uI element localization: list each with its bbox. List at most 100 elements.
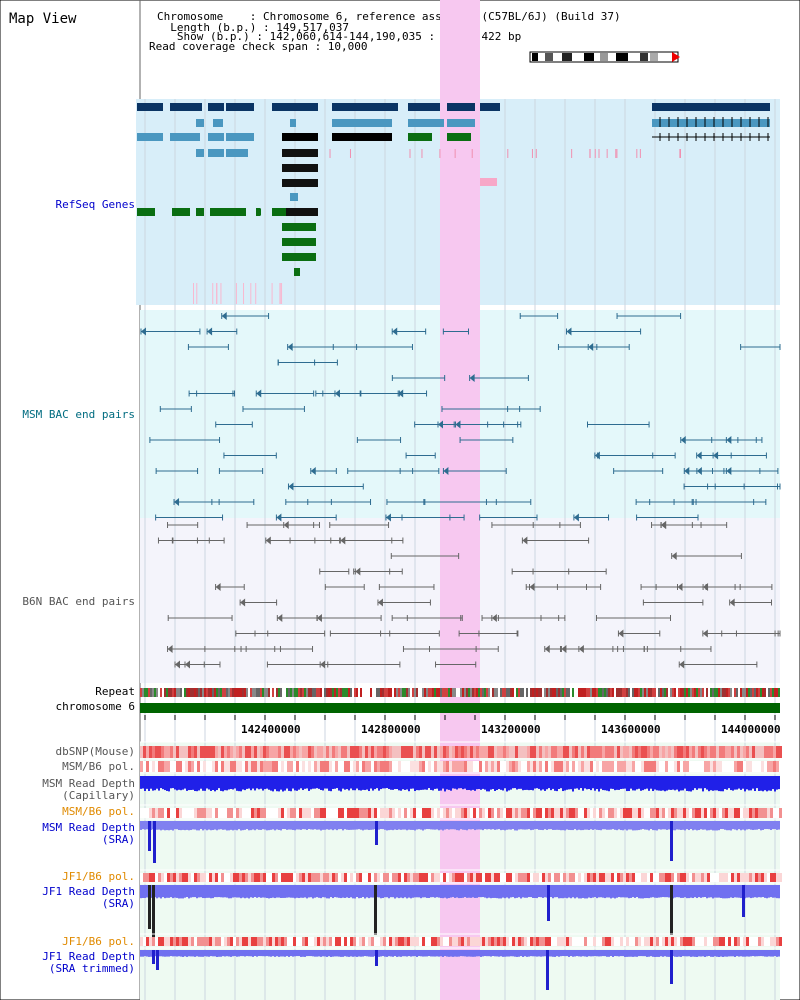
msm-cap-depth-bar xyxy=(624,776,626,789)
jf1-trim-depth-bar xyxy=(476,950,478,957)
repeat-segment xyxy=(210,688,212,697)
jf1-pol-heat-cell xyxy=(497,937,500,946)
track-label-jf1-pol-1[interactable]: JF1/B6 pol. xyxy=(62,870,135,883)
jf1-trim-depth-bar xyxy=(462,950,464,957)
jf1-pol-heat-cell xyxy=(710,937,713,946)
track-label-chromosome[interactable]: chromosome 6 xyxy=(55,700,135,713)
jf1-pol-heat-cell xyxy=(605,937,608,946)
track-label-msm-pol-2[interactable]: MSM/B6 pol. xyxy=(62,805,135,818)
jf1-pol-heat-cell xyxy=(518,873,521,882)
jf1-sra-depth-bar xyxy=(554,885,556,898)
repeat-segment xyxy=(638,688,640,697)
jf1-sra-depth-bar xyxy=(538,885,540,898)
jf1-sra-depth-bar xyxy=(208,885,210,898)
track-label-repeat[interactable]: Repeat xyxy=(95,685,135,698)
msm-sra-depth-bar xyxy=(476,821,478,830)
track-label-refseq[interactable]: RefSeq Genes xyxy=(55,198,135,211)
msm-cap-depth-bar xyxy=(192,776,194,790)
msm-pol-heat-cell xyxy=(317,808,320,818)
repeat-segment xyxy=(222,688,224,697)
track-label-jf1-depth-trimmed[interactable]: JF1 Read Depth (SRA trimmed) xyxy=(42,950,135,975)
msm-pol-heat-cell xyxy=(548,761,551,772)
msm-cap-depth-bar xyxy=(684,776,686,789)
jf1-pol-heat-cell xyxy=(290,937,293,946)
msm-pol-heat-cell xyxy=(659,808,662,818)
msm-cap-depth-bar xyxy=(496,776,498,791)
msm-cap-depth-bar xyxy=(564,776,566,791)
dbsnp-heat-cell xyxy=(347,746,350,758)
repeat-segment xyxy=(518,688,520,697)
jf1-sra-depth-bar xyxy=(312,885,314,899)
jf1-sra-depth-bar xyxy=(520,885,522,899)
jf1-sra-depth-bar xyxy=(500,885,502,899)
jf1-sra-depth-bar xyxy=(400,885,402,898)
jf1-pol-heat-cell xyxy=(356,937,359,946)
msm-sra-depth-bar xyxy=(226,821,228,831)
msm-pol-heat-cell xyxy=(386,761,389,772)
jf1-sra-depth-bar xyxy=(356,885,358,898)
msm-sra-depth-bar xyxy=(446,821,448,830)
msm-sra-depth-bar xyxy=(216,821,218,831)
msm-pol-heat-cell xyxy=(209,808,212,818)
dbsnp-heat-cell xyxy=(383,746,386,758)
track-label-msm-depth-capillary[interactable]: MSM Read Depth (Capillary) xyxy=(42,777,135,802)
dbsnp-heat-cell xyxy=(761,746,764,758)
msm-cap-depth-bar xyxy=(608,776,610,792)
jf1-pol-heat-cell xyxy=(497,873,500,882)
jf1-sra-depth-bar xyxy=(740,885,742,899)
dbsnp-heat-cell xyxy=(185,746,188,758)
track-label-jf1-depth-sra[interactable]: JF1 Read Depth (SRA) xyxy=(42,885,135,910)
msm-pol-heat-cell xyxy=(662,808,665,818)
dbsnp-heat-cell xyxy=(380,746,383,758)
dbsnp-heat-cell xyxy=(587,746,590,758)
msm-cap-depth-bar xyxy=(424,776,426,790)
jf1-sra-depth-bar xyxy=(676,885,678,898)
dbsnp-heat-cell xyxy=(719,746,722,758)
jf1-pol-heat-cell xyxy=(254,937,257,946)
jf1-pol-heat-cell xyxy=(311,873,314,882)
msm-cap-depth-bar xyxy=(286,776,288,789)
jf1-trim-depth-bar xyxy=(598,950,600,957)
msm-cap-depth-bar xyxy=(544,776,546,791)
msm-sra-depth-bar xyxy=(608,821,610,830)
jf1-sra-depth-bar xyxy=(380,885,382,899)
track-label-b6n-bac[interactable]: B6N BAC end pairs xyxy=(22,595,135,608)
jf1-sra-depth-bar xyxy=(450,885,452,898)
repeat-segment xyxy=(272,688,274,697)
jf1-pol-heat-cell xyxy=(626,873,629,882)
jf1-pol-heat-cell xyxy=(242,937,245,946)
track-label-msm-bac[interactable]: MSM BAC end pairs xyxy=(22,408,135,421)
jf1-sra-depth-bar xyxy=(186,885,188,898)
jf1-pol-heat-cell xyxy=(731,937,734,946)
jf1-pol-heat-cell xyxy=(650,937,653,946)
gene-block xyxy=(282,133,318,141)
jf1-trim-depth-bar xyxy=(740,950,742,957)
jf1-pol-heat-cell xyxy=(317,873,320,882)
msm-cap-depth-bar xyxy=(402,776,404,790)
msm-sra-depth-bar xyxy=(140,821,142,830)
jf1-pol-heat-cell xyxy=(566,937,569,946)
jf1-trim-depth-bar xyxy=(630,950,632,957)
msm-cap-depth-bar xyxy=(420,776,422,790)
repeat-segment xyxy=(398,688,400,697)
track-label-dbsnp[interactable]: dbSNP(Mouse) xyxy=(55,745,135,758)
jf1-pol-heat-cell xyxy=(539,873,542,882)
jf1-pol-heat-cell xyxy=(371,937,374,946)
jf1-pol-heat-cell xyxy=(779,937,782,946)
jf1-sra-depth-bar xyxy=(272,885,274,898)
msm-sra-depth-bar xyxy=(738,821,740,830)
track-label-jf1-pol-2[interactable]: JF1/B6 pol. xyxy=(62,935,135,948)
repeat-segment xyxy=(178,688,180,697)
jf1-trim-depth-bar xyxy=(212,950,214,957)
track-label-msm-pol-1[interactable]: MSM/B6 pol. xyxy=(62,760,135,773)
jf1-sra-depth-bar xyxy=(298,885,300,899)
track-label-msm-depth-sra[interactable]: MSM Read Depth (SRA) xyxy=(42,821,135,846)
jf1-pol-heat-cell xyxy=(209,937,212,946)
dbsnp-heat-cell xyxy=(242,746,245,758)
jf1-pol-heat-cell xyxy=(224,937,227,946)
jf1-pol-heat-cell xyxy=(638,937,641,946)
jf1-pol-heat-cell xyxy=(494,873,497,882)
msm-cap-depth-bar xyxy=(580,776,582,789)
jf1-sra-depth-bar xyxy=(594,885,596,898)
